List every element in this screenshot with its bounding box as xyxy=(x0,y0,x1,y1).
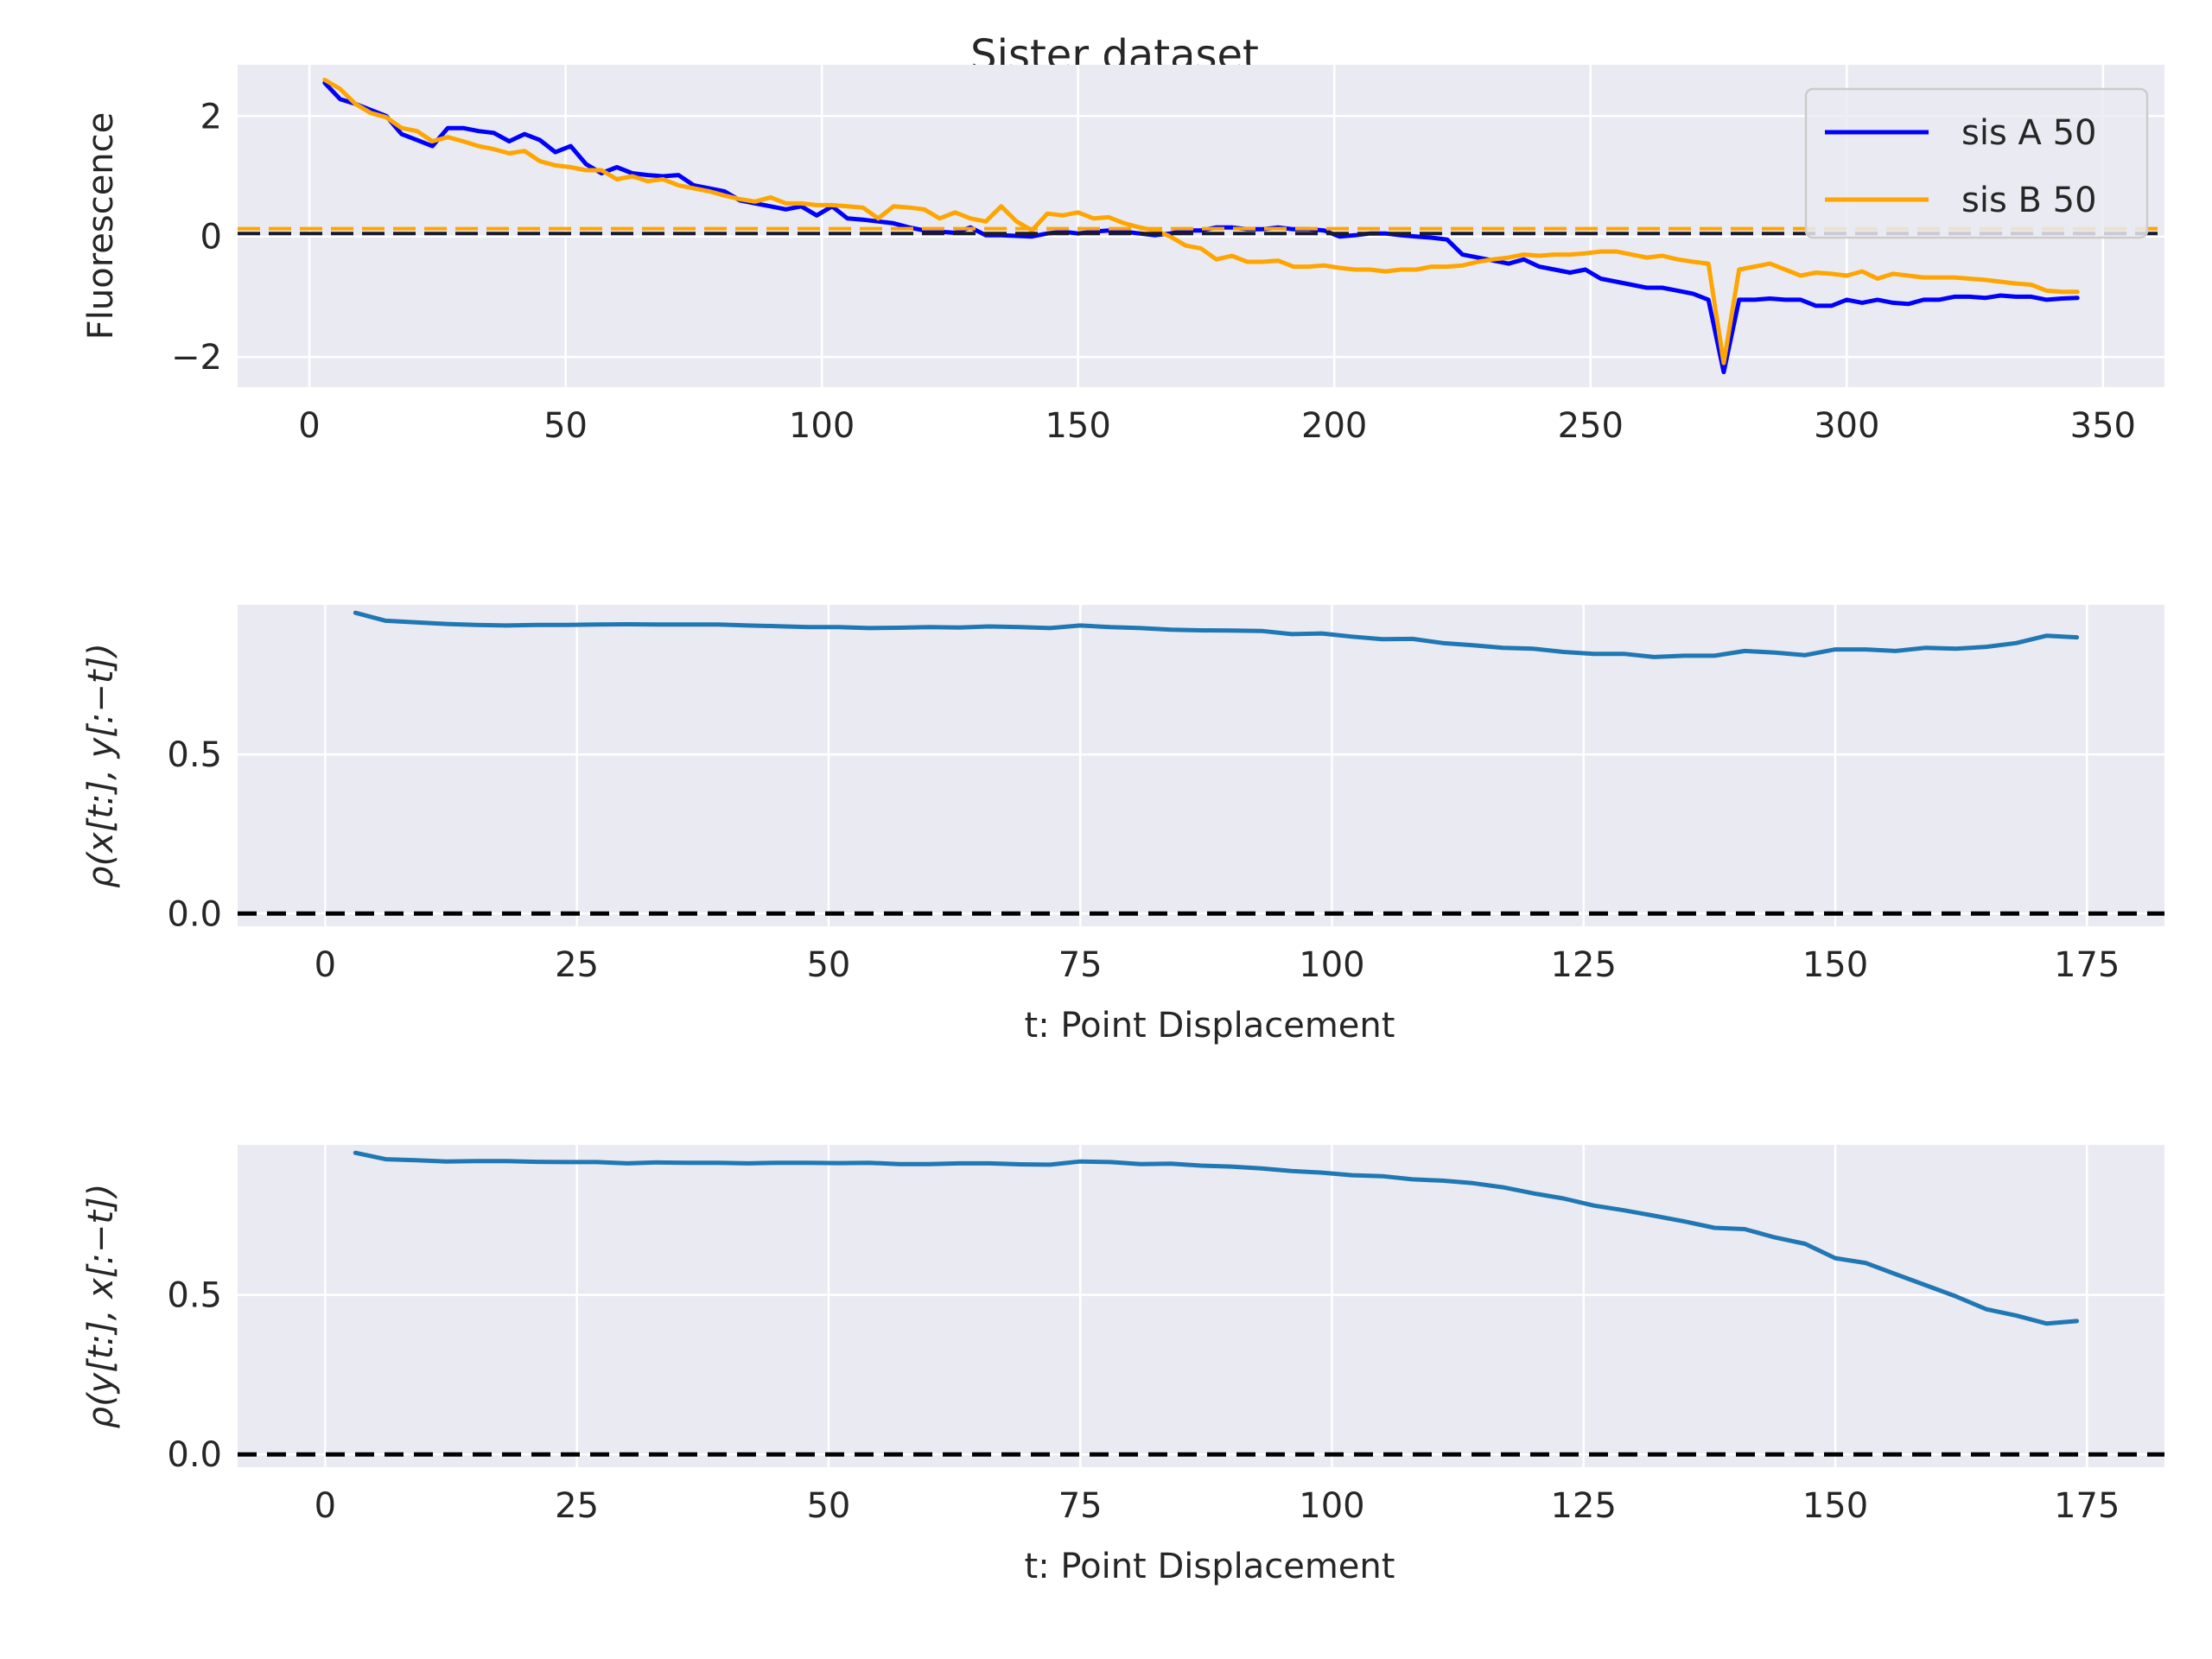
x-tick-label: 175 xyxy=(2054,1486,2120,1526)
x-tick-label: 350 xyxy=(2070,406,2136,446)
series-line-sis-a-50 xyxy=(322,80,2080,375)
x-tick-label: 150 xyxy=(1802,945,1868,985)
series-line-0 xyxy=(353,1150,2080,1326)
y-axis-label: Fluorescence xyxy=(81,112,121,340)
y-tick-label: 2 xyxy=(200,97,222,137)
plot-area xyxy=(238,605,2164,926)
x-tick-label: 100 xyxy=(1299,1486,1364,1526)
y-tick-label: 0.5 xyxy=(167,1276,222,1316)
y-tick-label: 0.0 xyxy=(167,894,222,934)
x-tick-label: 200 xyxy=(1301,406,1367,446)
y-tick-label: −2 xyxy=(171,338,222,378)
x-tick-label: 50 xyxy=(806,1486,850,1526)
x-tick-label: 0 xyxy=(315,1486,336,1526)
legend: sis A 50 sis B 50 xyxy=(1804,87,2149,239)
x-tick-label: 25 xyxy=(555,1486,599,1526)
x-tick-label: 75 xyxy=(1058,945,1103,985)
legend-label: sis A 50 xyxy=(1961,113,2096,153)
cross-correlation-xy-panel: 0 25 50 75 100 125 150 175 0.0 0.5 t: Point Displa… xyxy=(81,605,2164,1046)
y-tick-label: 0 xyxy=(200,218,222,257)
x-tick-label: 50 xyxy=(543,406,588,446)
x-axis-label: t: Point Displacement xyxy=(1025,1547,1395,1586)
x-tick-label: 125 xyxy=(1551,945,1617,985)
x-tick-label: 150 xyxy=(1045,406,1110,446)
legend-label: sis B 50 xyxy=(1961,181,2097,220)
x-tick-label: 25 xyxy=(555,945,599,985)
y-axis-label: ρ(x[t:], y[:−t]) xyxy=(81,643,121,888)
x-tick-label: 125 xyxy=(1551,1486,1617,1526)
x-tick-label: 100 xyxy=(1299,945,1364,985)
series-line-0 xyxy=(353,610,2080,659)
x-tick-label: 250 xyxy=(1558,406,1624,446)
y-axis-label: ρ(y[t:], x[:−t]) xyxy=(81,1184,121,1429)
fluorescence-panel: 0 50 100 150 200 250 300 350 −2 0 2 Fluorescence sis… xyxy=(81,65,2164,446)
x-axis-label: t: Point Displacement xyxy=(1025,1006,1395,1046)
y-tick-label: 0.5 xyxy=(167,735,222,775)
cross-correlation-yx-panel: 0 25 50 75 100 125 150 175 0.0 0.5 t: Point Displa… xyxy=(81,1145,2164,1586)
x-tick-label: 75 xyxy=(1058,1486,1103,1526)
x-tick-label: 150 xyxy=(1802,1486,1868,1526)
y-tick-label: 0.0 xyxy=(167,1435,222,1475)
x-tick-label: 175 xyxy=(2054,945,2120,985)
x-tick-label: 50 xyxy=(806,945,850,985)
x-tick-label: 0 xyxy=(298,406,320,446)
series-line-sis-b-50 xyxy=(322,77,2080,365)
plot-area xyxy=(238,1145,2164,1467)
x-tick-label: 100 xyxy=(789,406,855,446)
x-tick-label: 0 xyxy=(315,945,336,985)
x-tick-label: 300 xyxy=(1814,406,1879,446)
